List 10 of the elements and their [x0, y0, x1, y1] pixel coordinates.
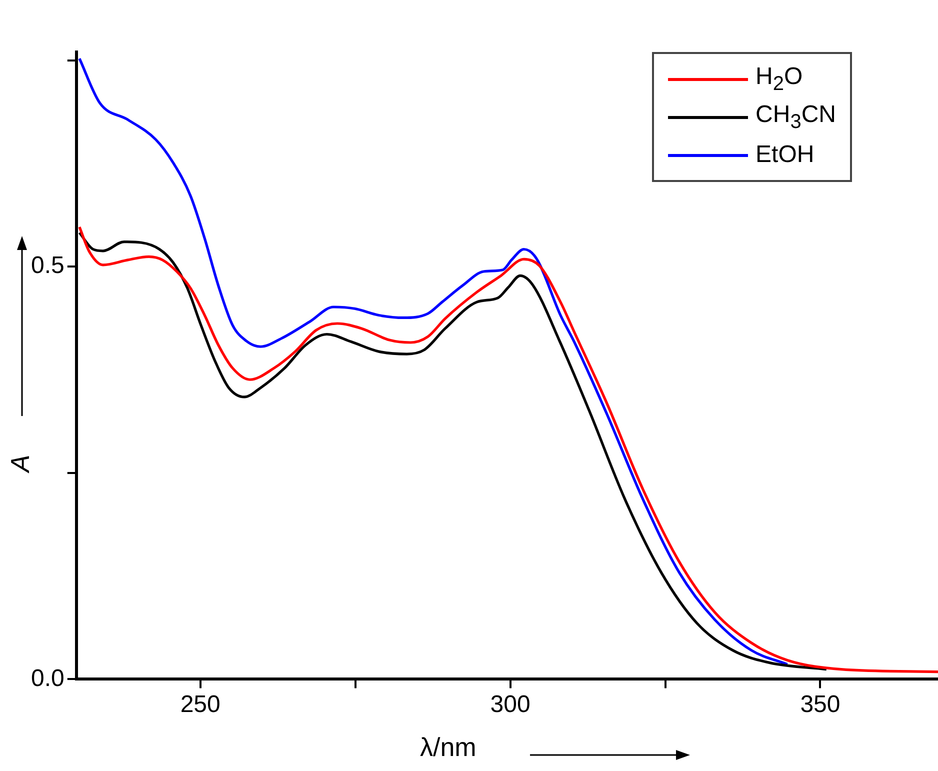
x-tick-label: 300: [490, 691, 530, 718]
y-tick-label: 0.0: [30, 664, 64, 692]
x-tick-label: 250: [180, 691, 220, 718]
y-tick-label: 0.5: [30, 252, 64, 280]
x-axis-title: λ/nm: [420, 732, 476, 763]
legend-label: CH$_{3}$CN: [756, 100, 836, 134]
x-tick-label: 350: [800, 691, 840, 718]
legend-label: H$_{2}$O: [756, 62, 803, 96]
y-axis-title: A: [5, 454, 36, 472]
legend-label: EtOH: [756, 141, 814, 169]
